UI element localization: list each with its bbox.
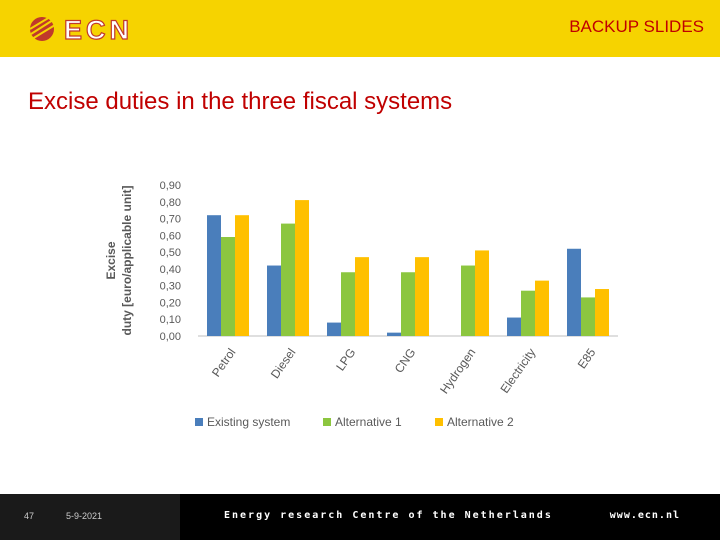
x-tick-label: E85 <box>575 345 599 371</box>
bar-petrol-series-3 <box>235 215 249 336</box>
y-tick-label: 0,80 <box>160 197 181 209</box>
x-tick-labels: Petrol Diesel LPG CNG Hydrogen Electricity E85 <box>209 345 599 396</box>
y-axis-label-line-2: duty [euro/applicable unit] <box>120 185 134 335</box>
bar-hydrogen-series-2 <box>461 265 475 336</box>
footer-organization: Energy research Centre of the Netherland… <box>224 510 553 521</box>
legend-label: Alternative 1 <box>335 415 402 429</box>
legend-label: Alternative 2 <box>447 415 514 429</box>
y-tick-labels: 0,00 0,10 0,20 0,30 0,40 0,50 0,60 0,70 0,80 0,90 <box>160 180 181 343</box>
bar-hydrogen-series-3 <box>475 250 489 336</box>
y-tick-label: 0,60 <box>160 230 181 242</box>
bar-cng-series-3 <box>415 257 429 336</box>
legend-swatch <box>195 418 203 426</box>
bar-lpg-series-2 <box>341 272 355 336</box>
x-tick-label: Petrol <box>209 346 238 380</box>
bar-diesel-series-3 <box>295 200 309 336</box>
bar-petrol-series-1 <box>207 215 221 336</box>
x-tick-label: Electricity <box>498 346 539 396</box>
footer-url[interactable]: www.ecn.nl <box>609 510 680 521</box>
legend-label: Existing system <box>207 415 290 429</box>
logo-swoosh-icon <box>29 16 56 41</box>
footer-left-panel: 47 5-9-2021 <box>0 494 180 540</box>
bar-diesel-series-1 <box>267 265 281 336</box>
y-tick-label: 0,70 <box>160 214 181 226</box>
x-tick-label: Hydrogen <box>437 346 478 397</box>
logo-text: ECN <box>64 15 133 44</box>
slide-number: 47 <box>24 511 35 521</box>
legend: Existing system Alternative 1 Alternative … <box>195 415 514 429</box>
y-tick-label: 0,10 <box>160 314 181 326</box>
y-tick-label: 0,30 <box>160 281 181 293</box>
legend-swatch <box>435 418 443 426</box>
bar-electricity-series-1 <box>507 317 521 336</box>
bar-electricity-series-2 <box>521 290 535 336</box>
footer-bar: 47 5-9-2021 Energy research Centre of th… <box>0 494 720 540</box>
bar-cng-series-1 <box>387 332 401 336</box>
bar-diesel-series-2 <box>281 223 295 336</box>
header-bar: ECN BACKUP SLIDES <box>0 0 720 57</box>
bar-lpg-series-1 <box>327 322 341 336</box>
y-axis-label-line-1: Excise <box>104 241 118 279</box>
y-tick-label: 0,40 <box>160 264 181 276</box>
section-label: BACKUP SLIDES <box>569 17 704 36</box>
y-axis-label: Excise duty [euro/applicable unit] <box>104 185 134 335</box>
excise-duty-chart: Excise duty [euro/applicable unit] 0,000,… <box>104 180 618 429</box>
bars <box>207 200 609 336</box>
ecn-logo: ECN <box>29 14 133 44</box>
bar-lpg-series-3 <box>355 257 369 336</box>
slide-date: 5-9-2021 <box>66 511 103 521</box>
y-tick-label: 0,20 <box>160 297 181 309</box>
legend-swatch <box>323 418 331 426</box>
bar-e85-series-1 <box>567 248 581 336</box>
y-tick-label: 0,50 <box>160 247 181 259</box>
bar-electricity-series-3 <box>535 280 549 336</box>
x-tick-label: CNG <box>392 346 419 376</box>
bar-petrol-series-2 <box>221 237 235 336</box>
bar-e85-series-2 <box>581 297 595 336</box>
x-tick-label: Diesel <box>268 346 299 381</box>
y-tick-label: 0,00 <box>160 331 181 343</box>
x-tick-label: LPG <box>333 346 358 374</box>
y-tick-label: 0,90 <box>160 180 181 192</box>
bar-e85-series-3 <box>595 289 609 336</box>
page-title: Excise duties in the three fiscal system… <box>28 88 453 115</box>
bar-cng-series-2 <box>401 272 415 336</box>
